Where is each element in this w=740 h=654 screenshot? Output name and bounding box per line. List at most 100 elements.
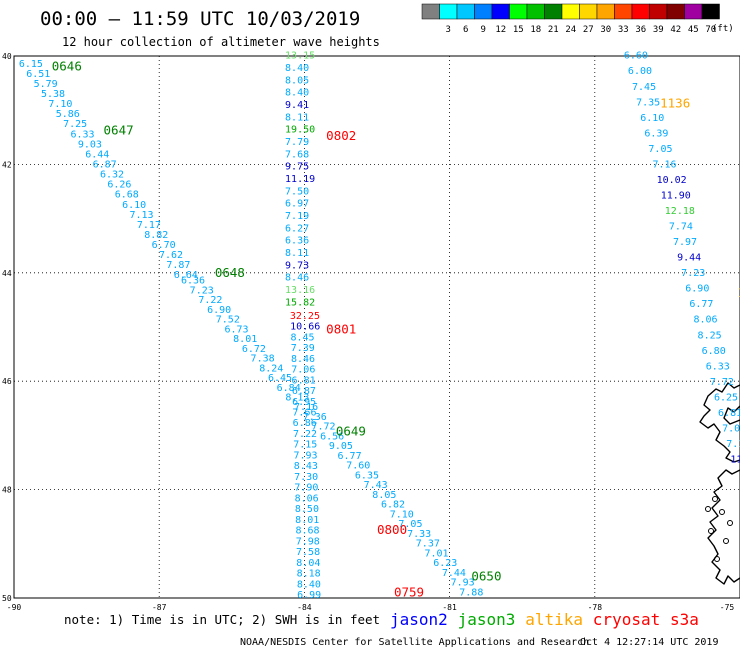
wave-height-value: 11.3	[730, 455, 740, 466]
satellite-name: jason2	[390, 610, 448, 629]
longitude-label: -81	[442, 603, 457, 612]
legend-tick-label: 3	[446, 25, 451, 35]
footer-timestamp: Oct 4 12:27:14 UTC 2019	[580, 637, 718, 648]
wave-height-value: 7.23	[681, 268, 705, 279]
latitude-label: 40	[2, 52, 12, 61]
latitude-label: 48	[2, 486, 12, 495]
wave-height-value: 11.19	[285, 174, 315, 185]
wave-height-value: 7.93	[451, 578, 475, 589]
legend-swatch	[491, 3, 510, 20]
satellite-name: altika	[525, 610, 583, 629]
wave-height-value: 7.72	[710, 377, 734, 388]
wave-height-value: 6.44	[85, 149, 109, 160]
wave-height-value: 6.64	[174, 270, 198, 281]
wave-height-value: 10.66	[290, 322, 320, 333]
wave-height-value: 7.62	[159, 250, 183, 261]
wave-height-value: 6.73	[224, 324, 248, 335]
legend-tick-label: 21	[548, 25, 559, 35]
legend-swatch	[666, 3, 685, 20]
pass-time-label: 1136	[660, 95, 690, 110]
longitude-label: -87	[152, 603, 167, 612]
wave-height-value: 6.90	[685, 284, 709, 295]
wave-height-value: 6.10	[122, 200, 146, 211]
wave-height-value: 12.18	[665, 206, 695, 217]
legend-tick-label: 27	[583, 25, 594, 35]
island-outline	[714, 556, 720, 562]
wave-height-value: 7.38	[251, 354, 275, 365]
legend-swatch	[596, 3, 615, 20]
wave-height-value: 7.05	[398, 519, 422, 530]
wave-height-value: 32.25	[290, 311, 320, 322]
wave-height-value: 6.60	[624, 51, 648, 62]
wave-height-value: 7.30	[294, 472, 318, 483]
legend-swatch	[526, 3, 545, 20]
legend-swatch	[649, 3, 668, 20]
wave-height-value: 19.50	[285, 125, 315, 136]
wave-height-value: 7.05	[648, 144, 672, 155]
latitude-label: 46	[2, 377, 12, 386]
pass-time-label: 0802	[326, 128, 356, 143]
wave-height-value: 7.10	[726, 439, 740, 450]
wave-height-value: 10.02	[657, 175, 687, 186]
wave-height-value: 7.39	[291, 343, 315, 354]
pass-time-label: 0650	[471, 569, 501, 584]
wave-height-value: 6.25	[714, 392, 738, 403]
wave-height-value: 7.90	[294, 483, 318, 494]
wave-height-value: 8.40	[285, 88, 309, 99]
axis-labels: 40 42 44 46 48 50-90 -87 -84 -81 -78 -75	[2, 52, 734, 612]
wave-height-value: 7.22	[293, 429, 317, 440]
wave-height-value: 7.35	[636, 97, 660, 108]
legend-tick-label: 9	[481, 25, 486, 35]
wave-height-value: 8.01	[295, 515, 319, 526]
island-outline	[719, 509, 725, 515]
latitude-label: 42	[2, 160, 12, 169]
wave-height-value: 7.17	[137, 220, 161, 231]
wave-height-value: 5.86	[56, 109, 80, 120]
legend-tick-label: 45	[688, 25, 699, 35]
pass-time-label: 1135	[738, 285, 740, 300]
wave-height-value: 7.60	[346, 461, 370, 472]
island-outline	[712, 496, 718, 502]
legend-tick-label: 36	[635, 25, 646, 35]
wave-height-value: 7.45	[632, 82, 656, 93]
legend-swatch	[439, 3, 458, 20]
wave-height-value: 8.43	[294, 461, 318, 472]
wave-height-value: 7.37	[416, 539, 440, 550]
legend-swatch	[509, 3, 528, 20]
legend-swatch	[701, 3, 720, 20]
wave-height-value: 8.11	[285, 112, 309, 123]
wave-height-value: 7.44	[442, 568, 466, 579]
wave-height-value: 8.45	[290, 332, 314, 343]
color-legend: 3 6 9 12 15 18 21 24 27 30 33 36 39 42 45 70	[421, 3, 720, 35]
island-outline	[727, 520, 733, 526]
footer-credit: NOAA/NESDIS Center for Satellite Applica…	[240, 637, 589, 648]
wave-height-value: 7.79	[285, 137, 309, 148]
pass-time-label: 0646	[52, 59, 82, 74]
latitude-label: 44	[2, 269, 12, 278]
wave-height-value: 6.99	[297, 590, 321, 601]
wave-height-value: 8.04	[296, 558, 320, 569]
pass-time-label: 0801	[326, 322, 356, 337]
legend-swatch	[421, 3, 440, 20]
wave-height-value: 8.68	[295, 526, 319, 537]
wave-height-value: 7.33	[407, 529, 431, 540]
latitude-label: 50	[2, 594, 12, 603]
map-frame	[13, 55, 740, 599]
wave-height-value: 8.46	[291, 354, 315, 365]
wave-height-value: 7.72	[311, 422, 335, 433]
legend-unit: (ft)	[712, 24, 734, 34]
wave-height-value: 8.40	[285, 63, 309, 74]
wave-height-value: 15.82	[285, 297, 315, 308]
coastline-path	[699, 382, 740, 585]
legend-tick-label: 15	[513, 25, 524, 35]
wave-height-value: 7.22	[198, 295, 222, 306]
legend-swatch	[579, 3, 598, 20]
wave-height-value: 8.06	[295, 493, 319, 504]
coastline	[699, 382, 740, 585]
wave-height-value: 8.11	[285, 248, 309, 259]
pass-time-label: 0800	[377, 522, 407, 537]
footer-note: note: 1) Time is in UTC; 2) SWH is in fe…	[64, 612, 380, 627]
wave-height-value: 6.87	[93, 159, 117, 170]
wave-height-value: 7.01	[722, 423, 740, 434]
